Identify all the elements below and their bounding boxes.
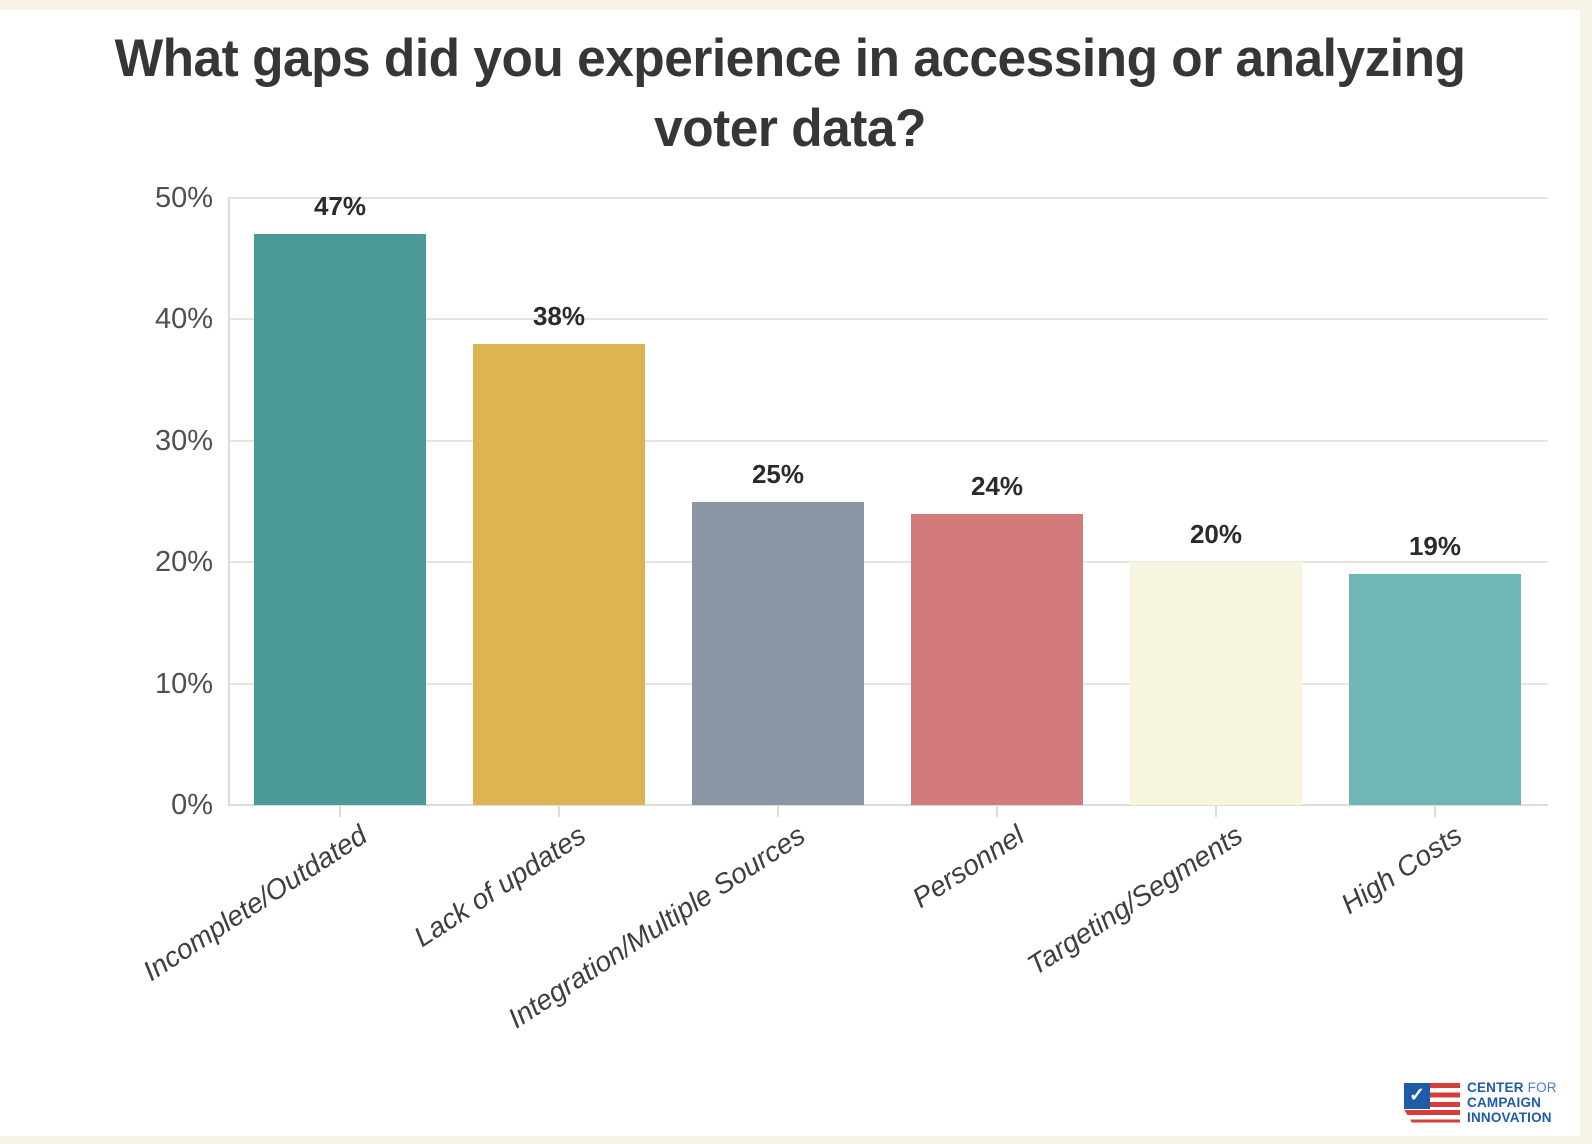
x-axis-tick [558,805,560,817]
x-axis-tick [1215,805,1217,817]
checkmark-icon: ✓ [1404,1082,1430,1109]
y-axis-tick-label: 30% [154,424,213,457]
bar-lack-of-updates [473,343,645,805]
x-axis-line [228,804,1548,806]
x-axis-tick [1434,805,1436,817]
x-axis-category-label: Incomplete/Outdated [137,819,373,987]
logo-text: CENTER FOR CAMPAIGN INNOVATION [1467,1080,1557,1125]
x-axis-tick [996,805,998,817]
flag-icon: ✓ [1404,1082,1460,1123]
bar-value-label: 19% [1408,531,1462,562]
bar-value-label: 20% [1189,519,1243,550]
y-axis-tick-label: 50% [154,182,213,214]
gridline [230,318,1548,321]
bar-value-label: 38% [532,300,586,331]
gridline [230,439,1548,442]
logo-line-3: INNOVATION [1467,1110,1552,1125]
flag-stripes-icon [1404,1109,1460,1123]
flag-stripes-icon [1430,1082,1460,1109]
bar-value-label: 24% [970,470,1024,501]
y-axis-tick-label: 0% [171,789,213,821]
bar-integration-multiple-sources [692,501,864,805]
y-axis-tick-label: 10% [154,667,213,700]
bar-incomplete-outdated [254,234,426,805]
gridline [230,561,1548,564]
y-axis-tick-label: 40% [154,303,213,336]
bar-targeting-segments [1130,562,1302,805]
x-axis-category-label: High Costs [1335,819,1468,920]
x-axis-category-label: Targeting/Segments [1022,819,1249,982]
cci-logo: ✓ CENTER FOR CAMPAIGN INNOVATION [1404,1080,1557,1125]
x-axis-category-label: Personnel [906,819,1030,914]
gridline [230,682,1548,685]
x-axis-category-label: Lack of updates [408,819,592,953]
bar-value-label: 47% [313,191,367,222]
y-axis-line [228,197,230,805]
y-axis-tick-label: 20% [154,546,213,579]
bar-value-label: 25% [751,458,805,489]
bar-high-costs [1349,574,1521,805]
bar-personnel [911,513,1083,805]
logo-line-1: CENTER FOR [1467,1080,1557,1095]
logo-line-2: CAMPAIGN [1467,1095,1542,1110]
x-axis-tick [339,805,341,817]
x-axis-tick [777,805,779,817]
gridline [230,197,1548,199]
chart-title: What gaps did you experience in accessin… [114,29,1466,159]
